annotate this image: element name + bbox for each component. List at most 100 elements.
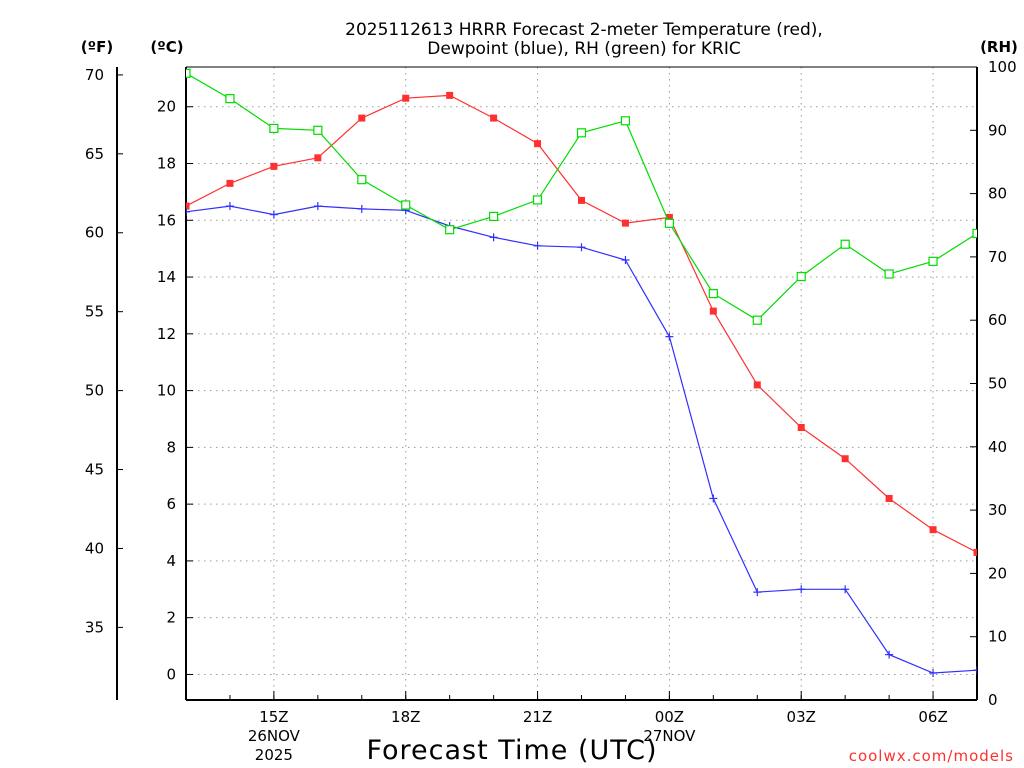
dewpoint-point	[621, 256, 630, 265]
rh-point	[752, 315, 762, 325]
temperature-point	[270, 162, 278, 170]
temperature-point	[578, 196, 585, 204]
x-tick-label: 18Z	[391, 708, 420, 726]
rh-point	[445, 225, 455, 235]
dewpoint-point	[929, 669, 938, 678]
celsius-tick-label: 4	[166, 552, 176, 570]
fahrenheit-tick-label: 45	[85, 461, 104, 479]
rh-tick-label: 60	[988, 311, 1007, 329]
rh-tick-label: 80	[988, 185, 1007, 203]
celsius-tick-label: 14	[157, 268, 176, 286]
dewpoint-point	[577, 243, 586, 252]
celsius-tick-label: 2	[166, 609, 176, 627]
dewpoint-point	[533, 241, 542, 250]
rh-tick-label: 0	[988, 691, 998, 709]
temperature-point	[314, 154, 322, 162]
temperature-point	[841, 455, 849, 463]
chart-title-line-2: Dewpoint (blue), RH (green) for KRIC	[427, 39, 740, 59]
temperature-point	[186, 202, 190, 210]
x-tick-label: 15Z	[259, 708, 288, 726]
rh-point	[269, 123, 279, 134]
dewpoint-point	[665, 332, 674, 341]
rh-point	[401, 200, 411, 210]
tick-labels: 0 2 4 6 8 10 12 14 16 18 20 35 40 45 50 55 60 65 70 0 10 20 30…	[85, 58, 1017, 764]
celsius-axis-label: (ºC)	[150, 38, 183, 56]
x-tick-label: 06Z	[918, 708, 947, 726]
temperature-point	[446, 91, 454, 99]
fahrenheit-tick-label: 70	[85, 66, 104, 84]
rh-point	[972, 228, 977, 239]
fahrenheit-tick-label: 40	[85, 539, 104, 557]
rh-point	[884, 269, 894, 279]
dewpoint-point	[841, 585, 850, 594]
temperature-point	[226, 179, 234, 187]
rh-point	[313, 125, 323, 135]
rh-point	[620, 116, 631, 126]
fahrenheit-tick-label: 50	[85, 382, 104, 400]
celsius-tick-label: 8	[166, 438, 176, 456]
celsius-tick-label: 0	[166, 665, 176, 683]
x-axis-title: Forecast Time (UTC)	[366, 735, 657, 766]
temperature-point	[534, 140, 542, 148]
rh-tick-label: 70	[988, 248, 1007, 266]
dewpoint-point	[709, 494, 718, 503]
rh-point	[489, 211, 499, 221]
temperature-series	[186, 91, 977, 556]
temperature-point	[402, 94, 410, 102]
dewpoint-point	[489, 233, 498, 242]
dewpoint-point	[225, 202, 234, 211]
x-tick-date-label: 27NOV	[643, 727, 696, 745]
fahrenheit-axis-label: (ºF)	[81, 38, 113, 56]
dewpoint-point	[357, 204, 366, 213]
celsius-tick-label: 16	[157, 211, 176, 229]
dewpoint-point	[186, 207, 190, 216]
fahrenheit-tick-label: 60	[85, 224, 104, 242]
temperature-point	[885, 494, 893, 502]
dewpoint-point	[797, 585, 806, 594]
rh-point	[928, 256, 938, 266]
rh-tick-label: 30	[988, 501, 1007, 519]
temperature-point	[665, 213, 673, 221]
x-tick-year-label: 2025	[255, 746, 293, 764]
rh-tick-label: 100	[988, 58, 1017, 76]
temperature-point	[709, 307, 717, 315]
dewpoint-point	[753, 588, 762, 597]
rh-series	[186, 68, 977, 325]
x-tick-date-label: 26NOV	[248, 727, 301, 745]
celsius-tick-label: 18	[157, 155, 176, 173]
x-tick-label: 00Z	[655, 708, 684, 726]
fahrenheit-tick-label: 35	[85, 618, 104, 636]
temperature-point	[753, 381, 761, 389]
axes	[116, 66, 978, 701]
rh-axis-label: (RH)	[980, 38, 1018, 56]
rh-tick-label: 10	[988, 628, 1007, 646]
celsius-tick-label: 20	[157, 98, 176, 116]
celsius-tick-label: 6	[166, 495, 176, 513]
fahrenheit-tick-label: 65	[85, 145, 104, 163]
temperature-point	[797, 423, 805, 431]
rh-point	[708, 289, 718, 299]
temperature-point	[358, 114, 366, 122]
dewpoint-point	[973, 666, 977, 675]
rh-point	[357, 175, 367, 185]
x-tick-label: 03Z	[787, 708, 816, 726]
dewpoint-point	[885, 650, 894, 659]
dewpoint-point	[269, 210, 278, 219]
temperature-point	[490, 114, 498, 122]
rh-point	[186, 68, 191, 78]
grid-lines	[186, 67, 977, 700]
celsius-tick-label: 10	[157, 382, 176, 400]
rh-tick-label: 40	[988, 438, 1007, 456]
temperature-point	[929, 526, 937, 534]
rh-tick-label: 20	[988, 564, 1007, 582]
rh-point	[532, 195, 543, 205]
rh-point	[796, 271, 806, 282]
x-tick-label: 21Z	[523, 708, 552, 726]
celsius-tick-label: 12	[157, 325, 176, 343]
dewpoint-line	[186, 205, 977, 674]
rh-line	[186, 72, 977, 321]
credit-watermark: coolwx.com/models	[849, 747, 1014, 765]
rh-point	[576, 128, 587, 138]
temperature-point	[973, 548, 977, 556]
